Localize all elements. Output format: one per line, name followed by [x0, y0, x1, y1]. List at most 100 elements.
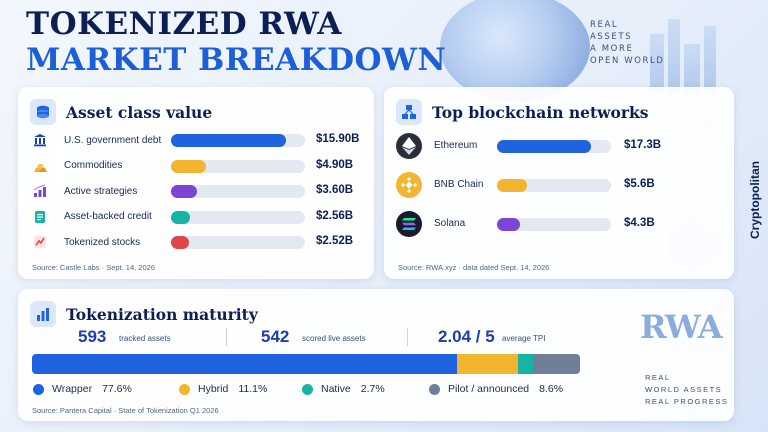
- bar-value-label: $3.60B: [316, 184, 354, 196]
- title-line-1: TOKENIZED RWA: [26, 6, 342, 42]
- networks-source: Source: RWA.xyz · data dated Sept. 14, 2…: [398, 263, 550, 272]
- networks-card: Top blockchain networks Ethereum $17.3B BN…: [384, 87, 734, 279]
- rwa-tag-line: REAL PROGRESS: [645, 397, 729, 406]
- network-label: Solana: [434, 218, 466, 229]
- bar-track: [171, 236, 305, 249]
- bar-value-label: $4.3B: [624, 217, 655, 229]
- rwa-badge: RWA: [640, 308, 723, 346]
- legend-label: Wrapper: [52, 383, 93, 395]
- stack-segment: [532, 354, 580, 374]
- network-label: Ethereum: [434, 140, 478, 151]
- tagline-line: OPEN WORLD: [590, 56, 665, 66]
- stat-tpi-value: 2.04 / 5: [438, 327, 495, 346]
- legend-swatch: [429, 383, 440, 395]
- maturity-title: Tokenization maturity: [66, 304, 258, 324]
- stack-segment: [518, 354, 533, 374]
- legend-swatch: [179, 383, 190, 395]
- bar-value-label: $2.56B: [316, 209, 354, 222]
- bar-track: [497, 140, 611, 153]
- solana-icon: [396, 211, 422, 237]
- asset-row: U.S. government debt: [32, 132, 161, 148]
- rwa-tag-line: REAL: [645, 373, 671, 382]
- asset-class-source: Source: Castle Labs · Sept. 14, 2026: [32, 263, 155, 272]
- legend-swatch: [33, 383, 44, 395]
- stat-divider: [407, 328, 408, 346]
- networks-header: Top blockchain networks: [396, 99, 648, 125]
- bank-icon: [32, 132, 48, 148]
- asset-row: Commodities: [32, 158, 122, 174]
- asset-label: U.S. government debt: [64, 134, 162, 146]
- asset-row: Tokenized stocks: [32, 234, 140, 250]
- bar: [497, 140, 591, 153]
- bar: [171, 134, 287, 147]
- bar-value-label: $4.90B: [316, 158, 354, 171]
- bar-track: [171, 134, 305, 147]
- bar-track: [497, 218, 611, 231]
- bar: [171, 185, 198, 198]
- network-label: BNB Chain: [434, 179, 484, 190]
- stat-tracked-label: tracked assets: [119, 334, 171, 343]
- maturity-header: Tokenization maturity: [30, 301, 258, 327]
- blockchain-icon: [396, 99, 422, 125]
- bar-value-label: $5.6B: [624, 178, 655, 190]
- legend-label: Pilot / announced: [448, 383, 530, 395]
- bar-track: [171, 210, 305, 224]
- coins-stack-icon: [30, 99, 56, 125]
- tagline: REAL ASSETS A MORE OPEN WORLD: [590, 19, 665, 67]
- stat-divider: [226, 328, 227, 346]
- asset-class-header: Asset class value: [30, 99, 212, 125]
- asset-label: Asset-backed credit: [64, 211, 152, 222]
- legend-item: Pilot / announced 8.6%: [429, 383, 563, 395]
- rwa-tag-line: WORLD ASSETS: [645, 385, 723, 394]
- bar: [171, 236, 190, 249]
- legend-value: 11.1%: [238, 383, 268, 395]
- legend-item: Wrapper 77.6%: [33, 383, 132, 395]
- bar-value-label: $17.3B: [624, 139, 662, 151]
- asset-label: Tokenized stocks: [64, 236, 141, 248]
- legend-label: Hybrid: [198, 383, 229, 395]
- bar: [171, 159, 207, 173]
- bar-track: [171, 185, 305, 198]
- asset-class-title: Asset class value: [66, 102, 213, 122]
- growth-chart-icon: [32, 183, 48, 199]
- tagline-line: A MORE: [590, 44, 634, 54]
- bar: [497, 179, 528, 192]
- ethereum-icon: [396, 133, 422, 159]
- asset-class-card: Asset class value U.S. government debt $1…: [18, 87, 374, 279]
- legend-value: 2.7%: [360, 383, 385, 395]
- stat-tracked-value: 593: [78, 327, 107, 346]
- asset-label: Commodities: [64, 160, 123, 171]
- title-line-2: MARKET BREAKDOWN: [26, 42, 447, 78]
- legend-item: Hybrid 11.1%: [179, 383, 267, 395]
- maturity-source: Source: Pantera Capital · State of Token…: [32, 406, 219, 415]
- bar-chart-icon: [30, 301, 56, 327]
- gold-bars-icon: [32, 158, 48, 174]
- legend-label: Native: [321, 383, 351, 395]
- legend-value: 77.6%: [102, 383, 132, 395]
- bar: [171, 210, 190, 224]
- tagline-line: REAL: [590, 20, 619, 30]
- rwa-tagline: REAL WORLD ASSETS REAL PROGRESS: [645, 372, 728, 408]
- bar: [497, 218, 521, 231]
- legend-item: Native 2.7%: [302, 383, 385, 395]
- networks-title: Top blockchain networks: [432, 102, 649, 122]
- page-title: TOKENIZED RWA MARKET BREAKDOWN: [26, 6, 446, 78]
- stock-chart-icon: [32, 234, 48, 250]
- bar-track: [497, 179, 611, 192]
- stat-scored-label: scored live assets: [302, 334, 366, 343]
- stack-segment: [457, 354, 519, 374]
- brand-logo: Cryptopolitan: [746, 140, 764, 260]
- stack-segment: [32, 354, 458, 374]
- bar-value-label: $2.52B: [316, 235, 354, 247]
- tagline-line: ASSETS: [590, 32, 633, 42]
- asset-row: Asset-backed credit: [32, 209, 152, 225]
- maturity-stacked-bar: [32, 354, 580, 374]
- asset-row: Active strategies: [32, 183, 137, 199]
- legend-swatch: [302, 383, 313, 395]
- stat-tpi-label: average TPI: [502, 334, 546, 343]
- brand-name: Cryptopolitan: [748, 161, 762, 239]
- bar-track: [171, 159, 305, 173]
- asset-label: Active strategies: [64, 185, 138, 197]
- bnb-icon: [396, 172, 422, 198]
- bar-value-label: $15.90B: [316, 133, 360, 145]
